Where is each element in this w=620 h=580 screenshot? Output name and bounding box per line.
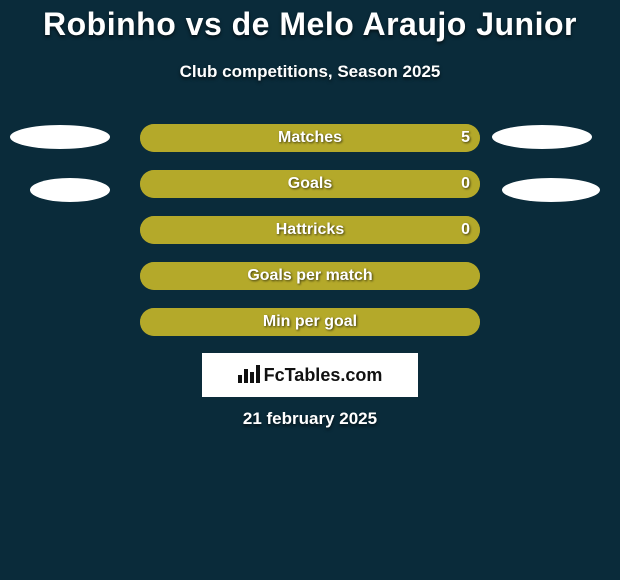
logo-text: FcTables.com <box>264 365 383 386</box>
bar-fill <box>140 308 480 336</box>
page-subtitle: Club competitions, Season 2025 <box>0 62 620 82</box>
stat-row: Goals per match <box>0 262 620 290</box>
bar-fill <box>140 124 480 152</box>
bar-slot <box>140 216 480 244</box>
stat-row: Hattricks0 <box>0 216 620 244</box>
bar-fill <box>140 170 480 198</box>
stat-rows: Matches5Goals0Hattricks0Goals per matchM… <box>0 124 620 354</box>
decorative-ellipse <box>502 178 600 202</box>
decorative-ellipse <box>30 178 110 202</box>
bar-fill <box>140 262 480 290</box>
bar-slot <box>140 308 480 336</box>
bar-fill <box>140 216 480 244</box>
comparison-infographic: Robinho vs de Melo Araujo Junior Club co… <box>0 0 620 580</box>
bar-slot <box>140 170 480 198</box>
decorative-ellipse <box>10 125 110 149</box>
bar-chart-icon <box>238 363 260 388</box>
bar-slot <box>140 124 480 152</box>
page-title: Robinho vs de Melo Araujo Junior <box>0 6 620 43</box>
decorative-ellipse <box>492 125 592 149</box>
bar-slot <box>140 262 480 290</box>
logo-badge: FcTables.com <box>202 353 418 397</box>
stat-row: Min per goal <box>0 308 620 336</box>
footer-date: 21 february 2025 <box>0 409 620 429</box>
